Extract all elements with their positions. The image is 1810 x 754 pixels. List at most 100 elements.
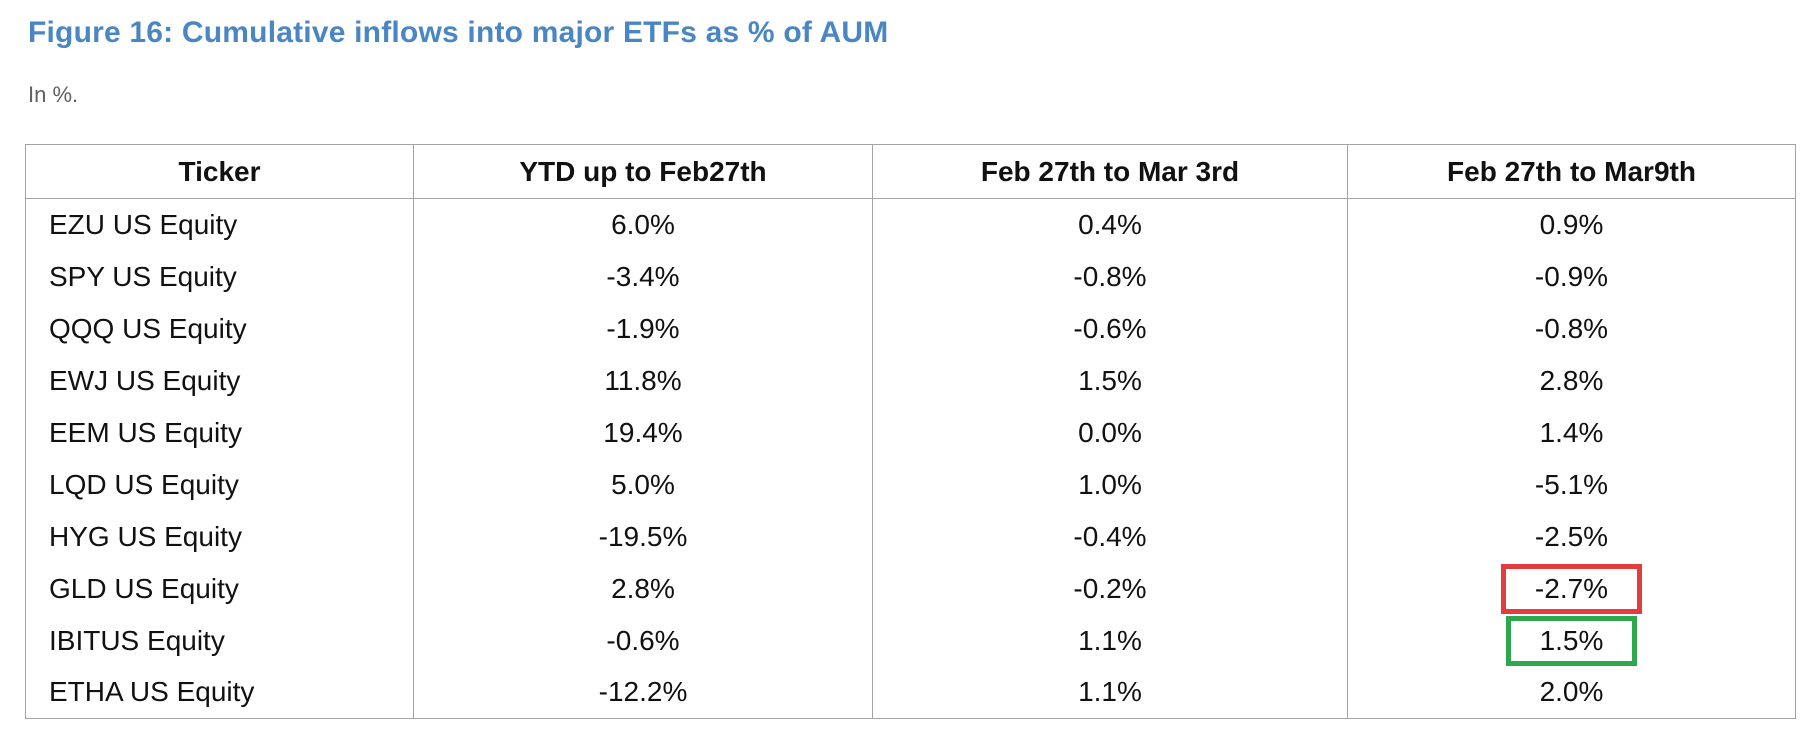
cell-feb27-mar9: -2.5%	[1347, 510, 1796, 563]
cell-feb27-mar3: 0.4%	[872, 198, 1348, 251]
feb27-mar9-value: -0.8%	[1534, 312, 1609, 344]
table-row: EWJ US Equity 11.8% 1.5% 2.8%	[26, 354, 1796, 407]
green-highlight-box: 1.5%	[1505, 615, 1638, 666]
table-row: EEM US Equity 19.4% 0.0% 1.4%	[26, 406, 1796, 459]
cell-feb27-mar9: 2.8%	[1347, 354, 1796, 407]
cell-feb27-mar3: 0.0%	[872, 406, 1348, 459]
feb27-mar3-value: -0.6%	[1073, 312, 1147, 344]
ytd-value: 5.0%	[611, 468, 675, 500]
cell-ticker: IBITUS Equity	[26, 615, 414, 667]
feb27-mar3-value: -0.4%	[1073, 520, 1147, 552]
feb27-mar3-value: 0.0%	[1078, 416, 1142, 448]
cell-feb27-mar3: 1.5%	[872, 354, 1348, 407]
cell-feb27-mar3: 1.0%	[872, 458, 1348, 511]
cell-feb27-mar3: -0.8%	[872, 250, 1348, 303]
ytd-value: -12.2%	[598, 676, 688, 708]
ticker-label: LQD US Equity	[49, 468, 239, 500]
ticker-label: QQQ US Equity	[49, 312, 247, 344]
cell-feb27-mar9: 1.4%	[1347, 406, 1796, 459]
cell-feb27-mar9: 1.5%	[1347, 614, 1796, 667]
table-row: GLD US Equity 2.8% -0.2% -2.7%	[26, 562, 1796, 615]
table-row: IBITUS Equity -0.6% 1.1% 1.5%	[26, 614, 1796, 667]
cell-ticker: EWJ US Equity	[26, 355, 414, 407]
feb27-mar3-value: -0.8%	[1073, 260, 1147, 292]
cell-ytd: -1.9%	[413, 302, 873, 355]
ytd-value: -0.6%	[606, 624, 680, 656]
cell-ticker: EZU US Equity	[26, 199, 414, 251]
feb27-mar9-value: -0.9%	[1534, 260, 1609, 292]
ytd-value: 11.8%	[604, 364, 682, 396]
table-row: LQD US Equity 5.0% 1.0% -5.1%	[26, 458, 1796, 511]
document-page: Figure 16: Cumulative inflows into major…	[25, 16, 1796, 719]
cell-ytd: -19.5%	[413, 510, 873, 563]
cell-ticker: LQD US Equity	[26, 459, 414, 511]
ytd-value: 19.4%	[603, 416, 683, 448]
feb27-mar3-value: 1.0%	[1078, 468, 1142, 500]
ytd-value: -3.4%	[606, 260, 680, 292]
table-row: SPY US Equity -3.4% -0.8% -0.9%	[26, 250, 1796, 303]
ytd-value: -19.5%	[598, 520, 688, 552]
cell-ytd: -3.4%	[413, 250, 873, 303]
cell-ytd: 6.0%	[413, 198, 873, 251]
feb27-mar9-value: 1.4%	[1539, 416, 1604, 448]
etf-flows-table: Ticker YTD up to Feb27th Feb 27th to Mar…	[25, 144, 1796, 719]
cell-ticker: SPY US Equity	[26, 251, 414, 303]
cell-ticker: HYG US Equity	[26, 511, 414, 563]
ytd-value: 6.0%	[611, 208, 675, 240]
table-row: ETHA US Equity -12.2% 1.1% 2.0%	[26, 666, 1796, 719]
cell-feb27-mar3: 1.1%	[872, 614, 1348, 667]
header-ytd: YTD up to Feb27th	[413, 144, 873, 199]
ticker-label: EWJ US Equity	[49, 364, 241, 396]
header-row: Ticker YTD up to Feb27th Feb 27th to Mar…	[25, 144, 1796, 199]
header-ticker: Ticker	[25, 144, 414, 199]
cell-ytd: -12.2%	[413, 666, 873, 719]
header-feb27-mar3: Feb 27th to Mar 3rd	[872, 144, 1348, 199]
figure-subtitle: In %.	[28, 82, 79, 107]
cell-feb27-mar9: 0.9%	[1347, 198, 1796, 251]
ticker-label: SPY US Equity	[49, 260, 237, 292]
ticker-label: EZU US Equity	[49, 208, 238, 240]
cell-ytd: 2.8%	[413, 562, 873, 615]
cell-ticker: QQQ US Equity	[26, 303, 414, 355]
cell-feb27-mar9: -0.8%	[1347, 302, 1796, 355]
ticker-label: IBITUS Equity	[49, 624, 225, 656]
cell-feb27-mar3: -0.2%	[872, 562, 1348, 615]
feb27-mar9-value: 2.0%	[1539, 676, 1604, 708]
cell-feb27-mar3: -0.6%	[872, 302, 1348, 355]
ticker-label: ETHA US Equity	[49, 676, 255, 708]
ytd-value: -1.9%	[606, 312, 680, 344]
cell-ticker: ETHA US Equity	[26, 667, 414, 719]
cell-ytd: 11.8%	[413, 354, 873, 407]
table-row: EZU US Equity 6.0% 0.4% 0.9%	[26, 198, 1796, 251]
cell-ytd: 19.4%	[413, 406, 873, 459]
ticker-label: GLD US Equity	[49, 572, 239, 604]
ticker-label: EEM US Equity	[49, 416, 242, 448]
feb27-mar3-value: 1.5%	[1078, 364, 1142, 396]
cell-ticker: EEM US Equity	[26, 407, 414, 459]
ytd-value: 2.8%	[611, 572, 675, 604]
feb27-mar3-value: 1.1%	[1078, 676, 1142, 708]
table-row: QQQ US Equity -1.9% -0.6% -0.8%	[26, 302, 1796, 355]
cell-ytd: 5.0%	[413, 458, 873, 511]
cell-ytd: -0.6%	[413, 614, 873, 667]
cell-feb27-mar9: 2.0%	[1347, 666, 1796, 719]
cell-feb27-mar9: -5.1%	[1347, 458, 1796, 511]
table-body: EZU US Equity 6.0% 0.4% 0.9% SPY US Equi…	[26, 198, 1796, 719]
feb27-mar3-value: 1.1%	[1078, 624, 1142, 656]
ticker-label: HYG US Equity	[49, 520, 242, 552]
cell-feb27-mar9: -2.7%	[1347, 562, 1796, 615]
figure-title: Figure 16: Cumulative inflows into major…	[28, 16, 889, 49]
feb27-mar3-value: 0.4%	[1078, 208, 1142, 240]
feb27-mar9-value: -5.1%	[1534, 468, 1609, 500]
feb27-mar9-value: 2.8%	[1539, 364, 1604, 396]
feb27-mar9-value: 0.9%	[1539, 208, 1604, 240]
cell-feb27-mar9: -0.9%	[1347, 250, 1796, 303]
feb27-mar3-value: -0.2%	[1073, 572, 1147, 604]
table-header: Ticker YTD up to Feb27th Feb 27th to Mar…	[25, 144, 1796, 199]
cell-feb27-mar3: 1.1%	[872, 666, 1348, 719]
cell-feb27-mar3: -0.4%	[872, 510, 1348, 563]
table-row: HYG US Equity -19.5% -0.4% -2.5%	[26, 510, 1796, 563]
red-highlight-box: -2.7%	[1500, 563, 1643, 614]
cell-ticker: GLD US Equity	[26, 563, 414, 615]
header-feb27-mar9: Feb 27th to Mar9th	[1347, 144, 1796, 199]
